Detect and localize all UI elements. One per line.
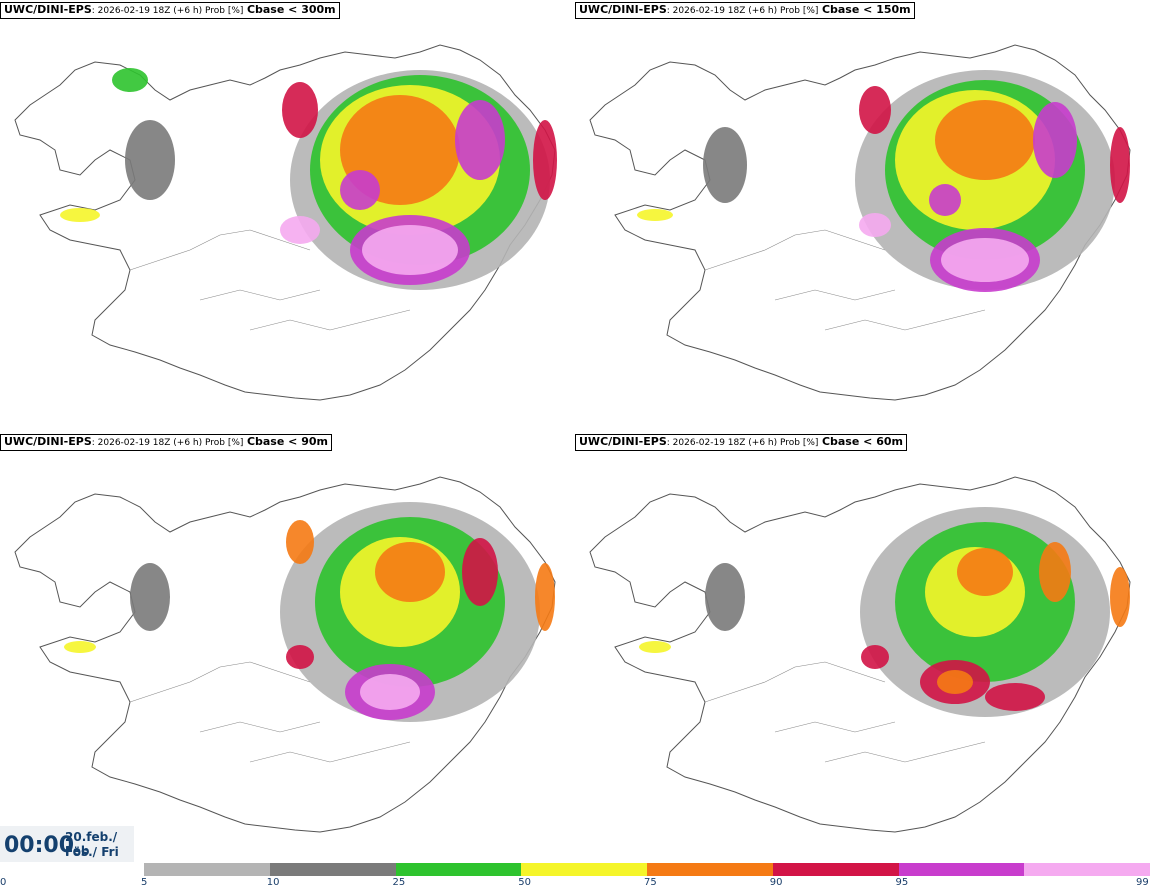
probability-area [941, 238, 1029, 282]
probability-area [533, 120, 557, 200]
probability-area [462, 538, 498, 606]
probability-area [705, 563, 745, 631]
probability-area [1033, 102, 1077, 178]
valid-date: 20.feb./ Feb [65, 830, 118, 858]
probability-area [703, 127, 747, 203]
map-canvas [14, 476, 556, 833]
colorbar-tick-label: 95 [895, 877, 909, 888]
panel-title: UWC/DINI-EPS: 2026-02-19 18Z (+6 h) Prob… [575, 2, 915, 19]
probability-area [64, 641, 96, 653]
colorbar-tick-label: 5 [141, 877, 148, 888]
probability-area [535, 563, 555, 631]
map-canvas [589, 476, 1131, 833]
probability-area [957, 548, 1013, 596]
probability-area [861, 645, 889, 669]
probability-field [639, 507, 1130, 717]
colorbar-tick-label: 75 [644, 877, 657, 888]
panel-title: UWC/DINI-EPS: 2026-02-19 18Z (+6 h) Prob… [575, 434, 907, 451]
probability-area [985, 683, 1045, 711]
probability-area [286, 645, 314, 669]
probability-area [130, 563, 170, 631]
probability-field [637, 70, 1130, 292]
probability-area [929, 184, 961, 216]
colorbar-segment [1024, 863, 1150, 876]
map-panel-cbase-60: UWC/DINI-EPS: 2026-02-19 18Z (+6 h) Prob… [575, 432, 1150, 862]
probability-area [1039, 542, 1071, 602]
probability-colorbar [144, 863, 1150, 876]
colorbar-segment [647, 863, 773, 876]
probability-area [282, 82, 318, 138]
probability-area [639, 641, 671, 653]
colorbar-tick-label: 25 [392, 877, 406, 888]
probability-area [1110, 127, 1130, 203]
probability-area [637, 209, 673, 221]
region-borders [704, 661, 986, 763]
probability-field [64, 502, 555, 722]
map-panel-cbase-300: UWC/DINI-EPS: 2026-02-19 18Z (+6 h) Prob… [0, 0, 575, 430]
probability-area [935, 100, 1035, 180]
map-canvas [14, 44, 557, 401]
map-panel-cbase-150: UWC/DINI-EPS: 2026-02-19 18Z (+6 h) Prob… [575, 0, 1150, 430]
probability-area [60, 208, 100, 222]
probability-area [937, 670, 973, 694]
probability-area [280, 216, 320, 244]
probability-area [1110, 567, 1130, 627]
map-panel-cbase-90: UWC/DINI-EPS: 2026-02-19 18Z (+6 h) Prob… [0, 432, 575, 862]
colorbar-tick-label: 0 [0, 877, 7, 888]
probability-area [340, 170, 380, 210]
probability-area [286, 520, 314, 564]
colorbar-tick-label: 90 [769, 877, 783, 888]
colorbar-segment [269, 863, 396, 876]
probability-area [362, 225, 458, 275]
valid-time-box: 00:00 20.feb./ Feb Fös./ Fri [0, 826, 134, 862]
probability-area [112, 68, 148, 92]
probability-area [859, 213, 891, 237]
probability-field [60, 68, 557, 290]
map-canvas [589, 44, 1131, 401]
probability-area [375, 542, 445, 602]
colorbar-segment [144, 863, 270, 876]
colorbar-tick-label: 50 [518, 877, 531, 888]
colorbar-segment [898, 863, 1025, 876]
probability-area [859, 86, 891, 134]
region-borders [129, 661, 411, 763]
region-borders [704, 229, 986, 331]
region-borders [129, 229, 411, 331]
valid-weekday: Fös./ Fri [65, 845, 119, 859]
colorbar-segment [395, 863, 522, 876]
valid-time: 00:00 [4, 833, 75, 858]
colorbar-segment [772, 863, 899, 876]
panel-title: UWC/DINI-EPS: 2026-02-19 18Z (+6 h) Prob… [0, 2, 340, 19]
colorbar-tick-label: 10 [266, 877, 280, 888]
colorbar-tick-label: 99 [1136, 877, 1149, 888]
colorbar-segment [521, 863, 647, 876]
probability-area [125, 120, 175, 200]
probability-area [455, 100, 505, 180]
probability-area [360, 674, 420, 710]
panel-title: UWC/DINI-EPS: 2026-02-19 18Z (+6 h) Prob… [0, 434, 332, 451]
